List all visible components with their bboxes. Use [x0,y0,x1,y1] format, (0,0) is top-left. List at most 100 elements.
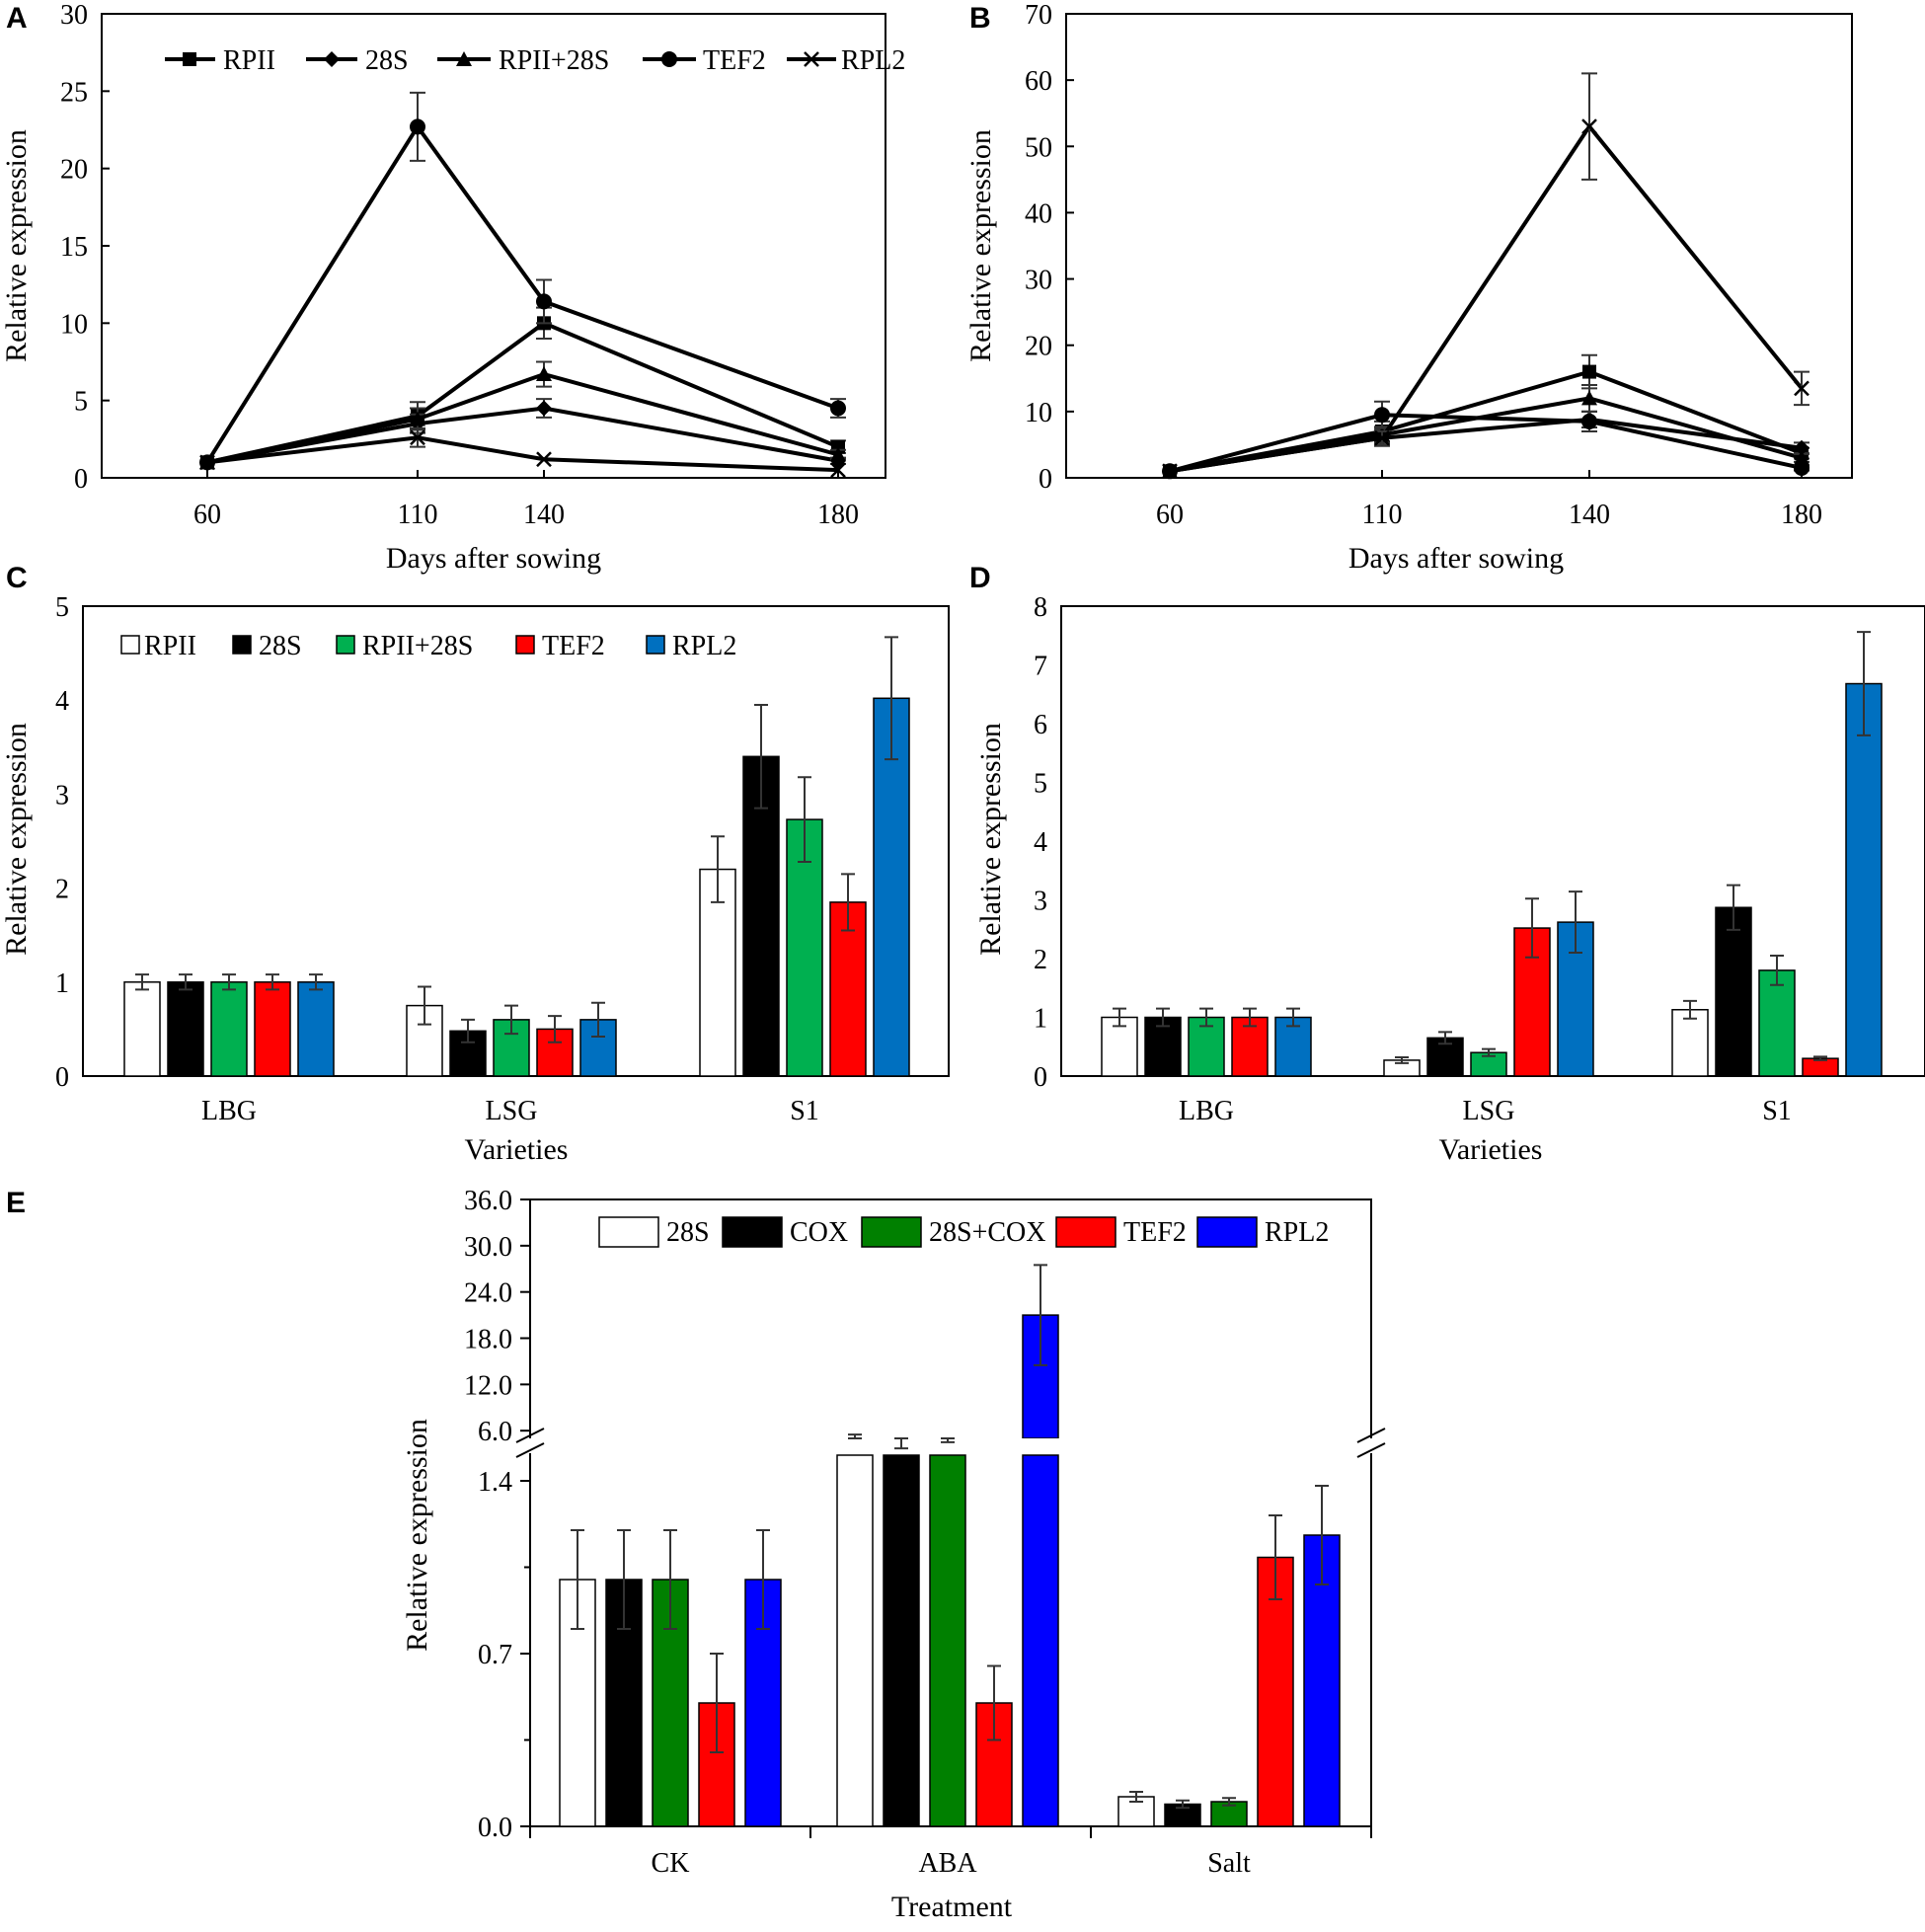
panel-c-x-axis: LBG LSG S1 [201,1096,819,1126]
x-tick-label: S1 [790,1096,819,1126]
legend-label-tef2: TEF2 [703,45,766,76]
data-point-rpii-28s [410,411,425,426]
y-tick-label: 4 [1034,827,1047,858]
bar-tef2 [1257,1556,1294,1827]
y-tick-label: 20 [60,155,88,186]
panel-b-y-axis: 0 10 20 30 40 50 60 70 [1025,0,1074,495]
panel-a-plot-area [199,91,846,479]
panel-d: D 0 1 2 3 4 5 6 7 8 LBG LSG S1 Varieties Relative … [969,562,1925,1166]
error-bar [798,776,811,863]
series-line-rpl2 [206,435,839,473]
error-bar [1857,631,1871,736]
y-tick-label: 0 [1034,1062,1047,1093]
data-point-rpii [1582,364,1596,379]
series-line-tef2 [205,122,839,464]
error-bar [1243,1007,1257,1028]
panel-d-letter: D [969,562,991,594]
error-bar [266,973,279,991]
error-bar [222,973,236,991]
legend-item-28s: 28S [598,1216,710,1248]
legend-swatch-rpii [120,635,140,655]
bar-rpl2 [1845,682,1883,1077]
legend-swatch-tef2 [1055,1216,1116,1248]
x-tick-label: CK [652,1848,690,1879]
legend-item-tef2: TEF2 [643,45,766,76]
series-tef2 [1162,400,1810,480]
x-tick-label: S1 [1762,1096,1792,1126]
axis-break-mark [515,1428,545,1458]
error-bar [418,985,431,1026]
error-bar [617,1529,631,1630]
y-tick-label: 30 [60,0,88,31]
error-bar [1727,884,1740,931]
bar-rpl2 [297,981,335,1077]
legend-item-tef2: TEF2 [1055,1216,1187,1248]
panel-e-plot-area [559,1264,1341,1827]
data-point-tef2 [1794,459,1810,476]
legend-swatch-28s-cox [861,1216,922,1248]
series-rpl2 [1162,72,1810,480]
error-bar [1482,1047,1496,1057]
data-point-rpl2 [1794,380,1810,397]
x-tick-label: 110 [1362,500,1403,530]
y-tick-label: 6 [1034,710,1047,740]
y-tick-label: 5 [1034,769,1047,800]
panel-c-letter: C [6,562,28,594]
x-tick-label: 110 [398,500,438,530]
panel-b-frame [1065,13,1853,479]
y-tick-label: 7 [1034,652,1047,682]
legend-marker-rpii [183,52,196,66]
data-point-rpii-28s [830,446,846,462]
error-bar [1269,1514,1282,1600]
bar-break-gap [928,1438,967,1453]
x-tick-label: LSG [486,1096,538,1126]
y-tick-label: 6.0 [478,1417,512,1447]
panel-e-y-axis-title: Relative expression [401,1419,433,1652]
panel-a: A 0 5 10 15 20 25 30 60 110 140 180 Days after so… [0,0,905,575]
data-point-rpl2 [1374,429,1390,446]
y-tick-label: 0 [74,464,88,495]
y-tick-label: 10 [60,309,88,340]
series-rpii-28s [1162,384,1810,479]
legend-marker-rpl2 [804,51,819,67]
y-tick-label: 15 [60,232,88,263]
legend-item-rpii-28s: RPII+28S [437,45,609,76]
panel-b-plot-area [1162,72,1810,480]
bar-rpii-28s [1758,969,1796,1077]
error-bar [1176,1799,1190,1810]
data-point-28s [536,400,552,417]
y-tick-label: 0.0 [478,1813,512,1843]
bar-28s [742,755,780,1077]
panel-b: B 0 10 20 30 40 50 60 70 60 110 140 180 Days after… [964,0,1853,575]
error-bar [548,1015,562,1043]
error-bar [1315,1485,1329,1585]
legend-label-28s: 28S [259,631,302,661]
error-bar [1129,1791,1143,1803]
legend-item-rpii-28s: RPII+28S [336,631,473,661]
y-tick-label: 24.0 [464,1278,512,1309]
panel-c-legend: RPII 28S RPII+28S TEF2 RPL2 [120,631,736,661]
data-point-tef2 [536,293,552,310]
panel-d-y-axis: 0 1 2 3 4 5 6 7 8 [1034,592,1047,1093]
error-bar [663,1529,677,1630]
error-bar [591,1001,605,1039]
panel-a-x-axis-title: Days after sowing [386,542,601,575]
y-tick-label: 30.0 [464,1232,512,1263]
series-line-rpl2 [1169,122,1804,474]
y-tick-label: 0 [1039,464,1052,495]
bar-break-gap [1021,1438,1060,1453]
error-bar [309,973,323,991]
x-tick-label: Salt [1207,1848,1251,1879]
panel-a-frame [101,13,886,479]
y-tick-label: 18.0 [464,1325,512,1355]
panel-c-x-axis-title: Varieties [465,1133,569,1166]
error-bar [1438,1031,1452,1045]
bar-break-gap [835,1438,875,1453]
error-bar [941,1437,955,1443]
legend-swatch-tef2 [515,635,535,655]
x-tick-label: 180 [1781,500,1822,530]
legend-item-28s: 28S [306,45,409,76]
x-tick-label: ABA [918,1848,977,1879]
legend-marker-rpii-28s [456,51,472,66]
panel-a-y-axis: 0 5 10 15 20 25 30 [60,0,110,495]
